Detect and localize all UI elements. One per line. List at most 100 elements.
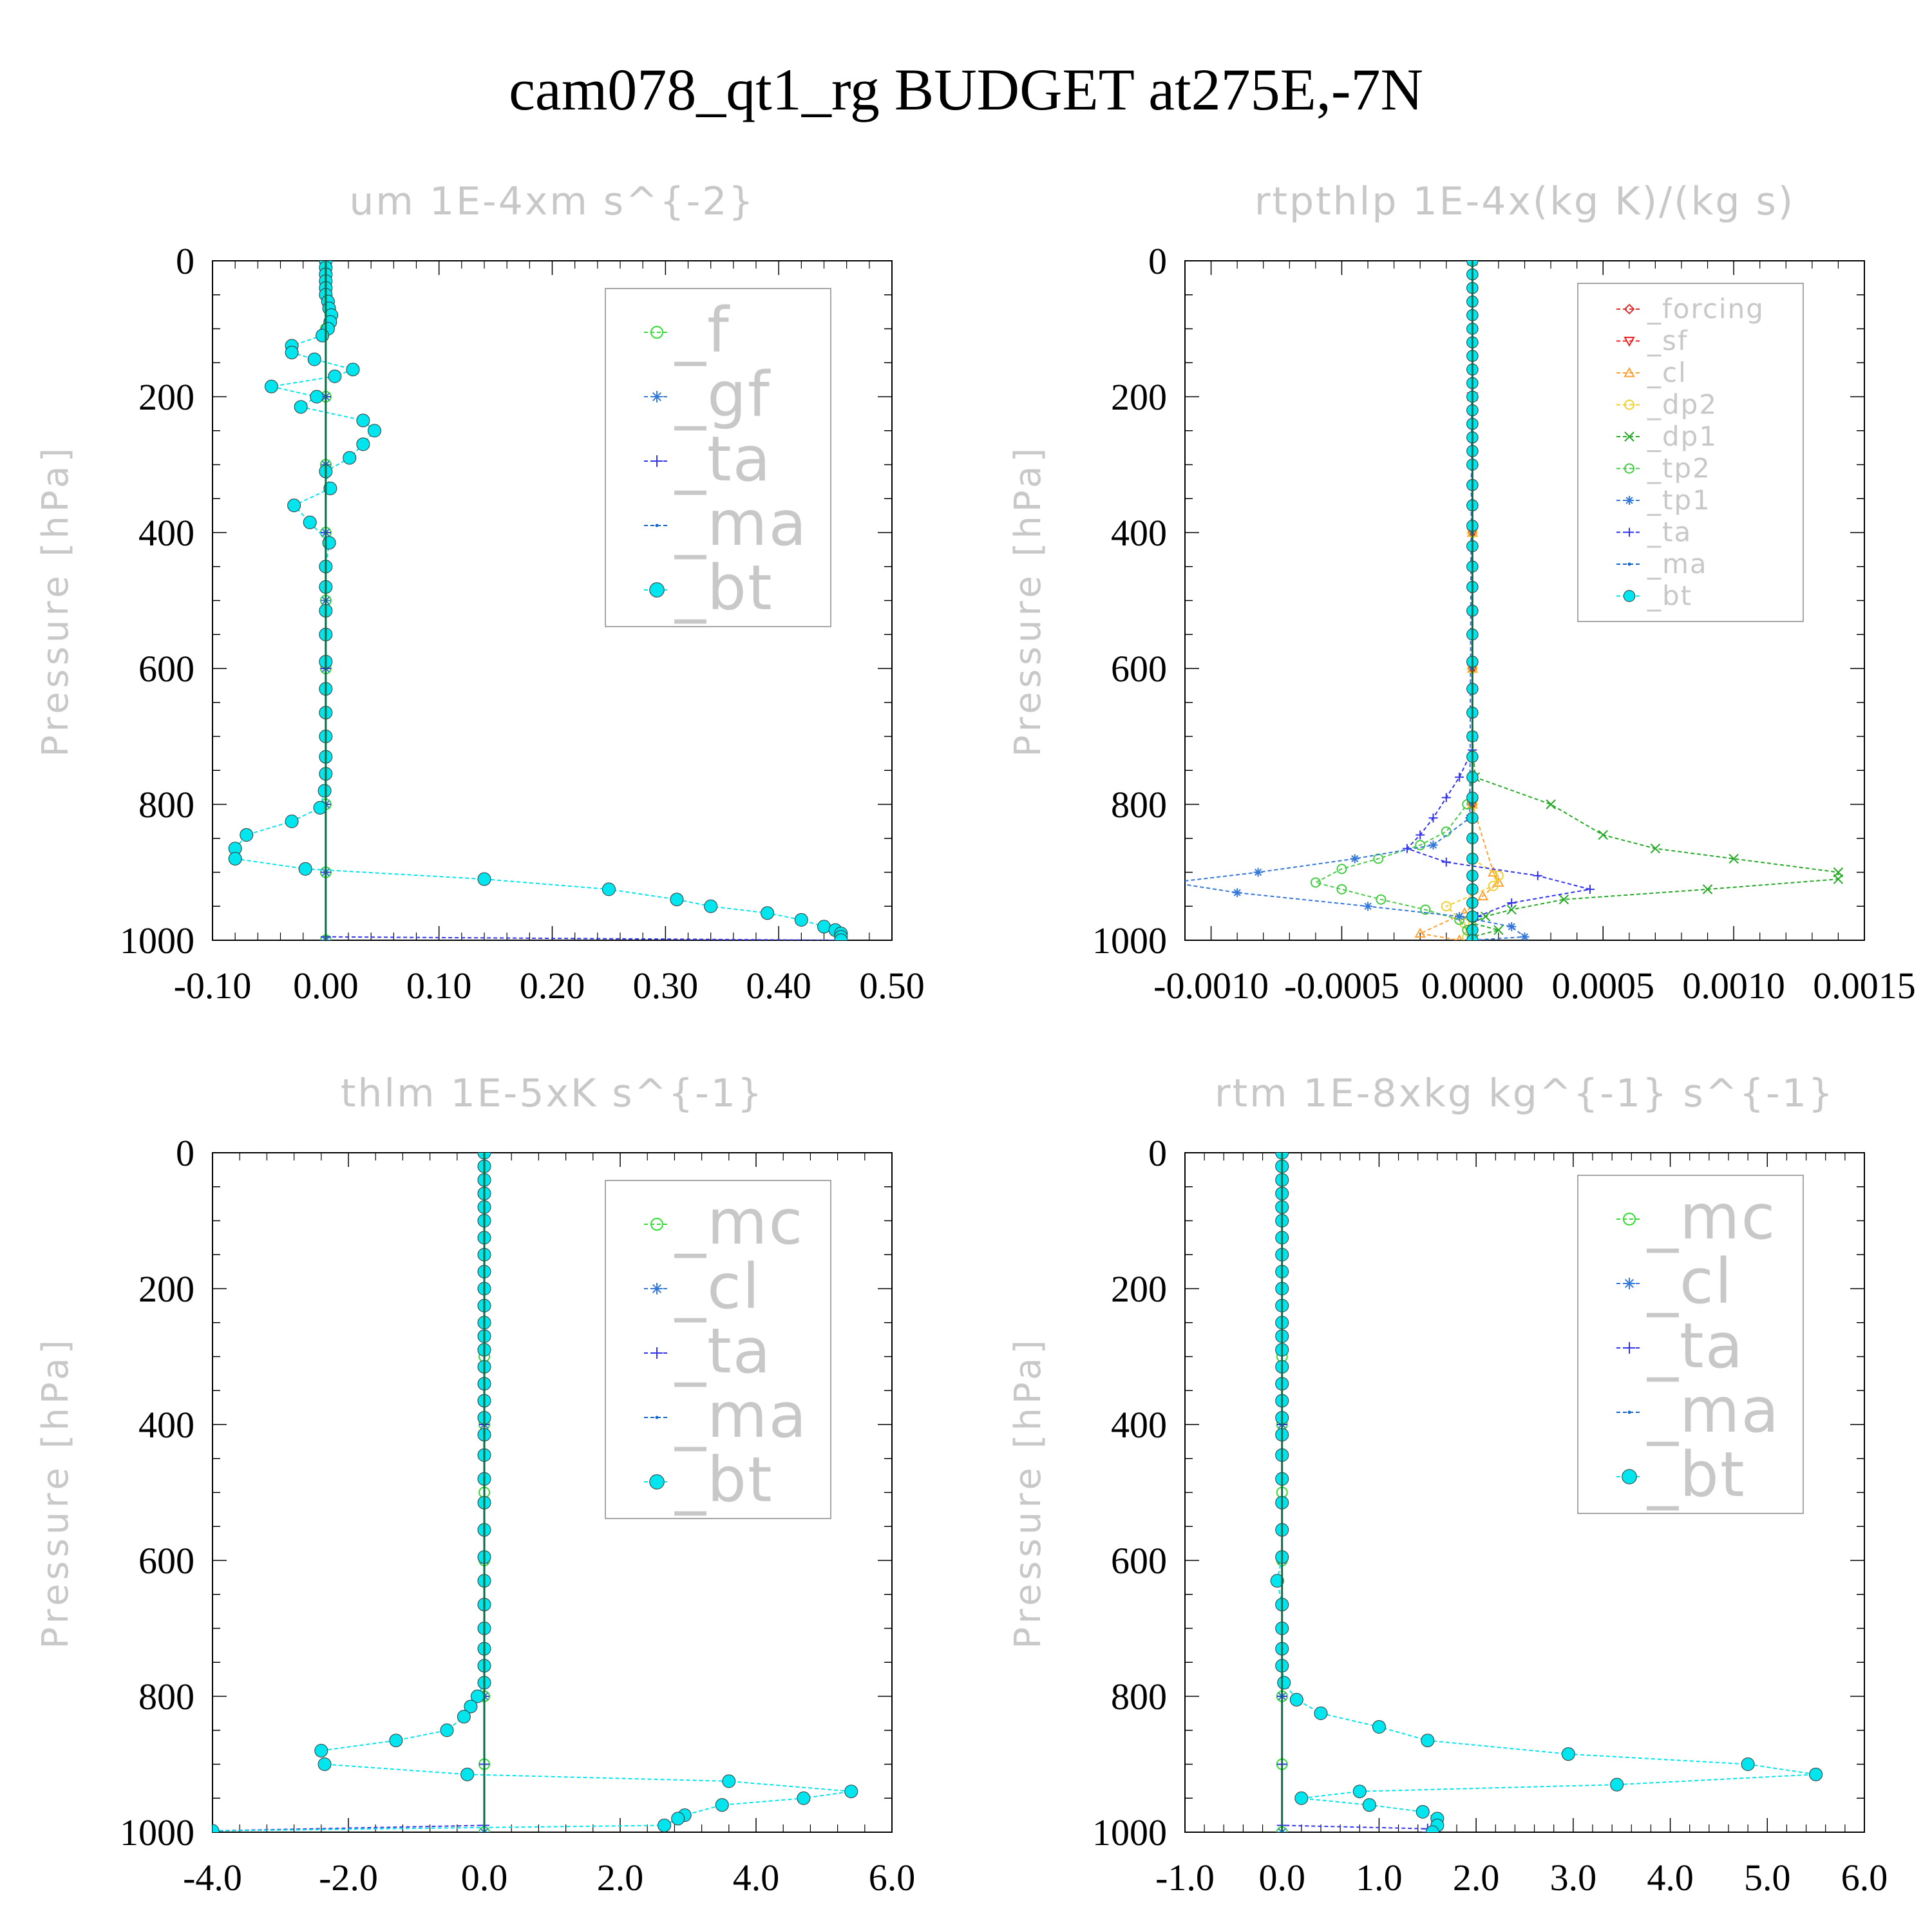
y-tick-label: 800 [1111, 1676, 1167, 1718]
series-group [1185, 261, 1844, 940]
legend-label: _gf [674, 359, 771, 431]
data-point-dp2 [1441, 901, 1452, 912]
y-tick-label: 1000 [120, 1812, 194, 1853]
x-tick-label: -4.0 [183, 1857, 242, 1899]
data-point-dp1 [1558, 894, 1569, 905]
data-point-bt [307, 352, 321, 366]
data-point-tp1 [1233, 888, 1242, 898]
legend-marker [1627, 562, 1631, 566]
legend-marker [1624, 1278, 1635, 1289]
data-point-bt [1416, 1804, 1430, 1819]
data-point-bt [389, 1734, 403, 1748]
legend-label: _tp1 [1647, 484, 1711, 516]
legend-label: _ma [674, 488, 808, 560]
data-point-bt [343, 451, 357, 465]
data-point-bt [317, 1757, 332, 1771]
y-axis-label: Pressure [hPa] [1007, 444, 1049, 757]
data-point-dp1 [1480, 911, 1491, 922]
legend-marker [649, 1474, 665, 1490]
x-tick-label: -0.10 [174, 965, 252, 1007]
data-point-bt [1352, 1785, 1367, 1799]
data-point-dp1 [1546, 799, 1556, 810]
legend-marker [650, 326, 663, 339]
legend-marker [1625, 527, 1634, 537]
legend-label: _ta [1647, 1310, 1744, 1382]
legend: _mc_cl_ta_ma_bt [605, 1180, 831, 1519]
y-tick-label: 200 [1111, 1268, 1167, 1310]
data-point-tp2 [1336, 864, 1347, 875]
y-tick-label: 200 [1111, 376, 1167, 418]
data-point-bt [1362, 1798, 1376, 1812]
x-tick-label: 0.0015 [1813, 965, 1916, 1007]
data-point-bt [294, 400, 308, 414]
y-tick-label: 0 [1148, 240, 1167, 282]
data-point-bt [670, 893, 684, 907]
legend-box [1577, 283, 1804, 622]
legend-marker [1623, 1213, 1636, 1226]
data-point-cl [1456, 934, 1463, 940]
x-tick-label: 0.50 [859, 965, 925, 1007]
data-point-bt [322, 536, 336, 550]
legend: _mc_cl_ta_ma_bt [1577, 1175, 1804, 1514]
data-point-bt [287, 498, 301, 513]
legend-label: _dp2 [1647, 389, 1718, 421]
x-tick-label: 0.0 [1258, 1857, 1305, 1899]
legend-label: _ta [674, 423, 772, 495]
data-point-bt [316, 328, 330, 343]
panel-3: thlm 1E-5xK s^{-1} Pressure [hPa] 0 200 400 6… [35, 1071, 915, 1899]
data-point-bt [228, 851, 242, 866]
data-point-bt [367, 424, 381, 438]
legend-label: _mc [674, 1186, 804, 1258]
series-group [1270, 1153, 1823, 1832]
data-point-bt [1294, 1791, 1309, 1805]
legend-label: _tp2 [1647, 453, 1711, 484]
series-line-ta [1406, 261, 1591, 940]
data-point-bt [817, 920, 831, 934]
data-point-bt [658, 1818, 672, 1832]
legend-marker [1624, 336, 1635, 347]
legend-label: _bt [1647, 1439, 1746, 1511]
y-tick-label: 0 [176, 240, 194, 282]
legend-marker [1625, 496, 1634, 505]
x-tick-label: 2.0 [1453, 1857, 1500, 1899]
data-point-bt [264, 379, 278, 393]
data-point-bt [310, 390, 324, 404]
legend-marker [1623, 590, 1636, 602]
data-point-bt [298, 862, 312, 876]
y-tick-label: 800 [138, 1676, 194, 1718]
data-point-bt [477, 872, 491, 886]
panel-4: rtm 1E-8xkg kg^{-1} s^{-1} Pressure [hPa]… [1007, 1071, 1888, 1899]
y-axis-label: Pressure [hPa] [35, 1336, 77, 1649]
data-point-cl [1477, 890, 1489, 901]
data-point-tp1 [1507, 922, 1517, 931]
y-tick-label: 600 [1111, 648, 1167, 690]
data-point-bt [457, 1710, 471, 1724]
data-point-bt [1289, 1692, 1303, 1707]
legend-marker [1622, 1469, 1637, 1484]
panel-1: um 1E-4xm s^{-2} Pressure [hPa] 0 200 400 600… [35, 179, 925, 1007]
x-tick-label: -1.0 [1155, 1857, 1215, 1899]
data-point-bt [797, 1791, 811, 1805]
y-tick-label: 0 [1148, 1132, 1167, 1174]
data-point-bt [346, 363, 360, 377]
data-point-bt [285, 814, 299, 828]
data-point-bt [285, 345, 299, 359]
series-group [213, 1153, 858, 1832]
data-point-tp2 [1441, 826, 1452, 837]
y-tick-label: 0 [176, 1132, 194, 1174]
data-point-cl [1414, 927, 1426, 938]
legend-label: _cl [674, 1251, 761, 1323]
data-point-bt [303, 515, 317, 529]
legend-label: _forcing [1647, 293, 1765, 325]
x-tick-label: 0.0 [461, 1857, 508, 1899]
x-tick-label: 0.00 [293, 965, 359, 1007]
data-point-bt [213, 1824, 220, 1832]
x-tick-label: 0.20 [520, 965, 585, 1007]
data-point-dp1 [1506, 904, 1517, 915]
legend-box [605, 1180, 831, 1519]
x-tick-label: 0.10 [406, 965, 472, 1007]
data-point-tp2 [1336, 884, 1347, 895]
panel-2: rtpthlp 1E-4x(kg K)/(kg s) Pressure [hPa]… [1007, 179, 1916, 1007]
x-tick-label: 1.0 [1356, 1857, 1403, 1899]
